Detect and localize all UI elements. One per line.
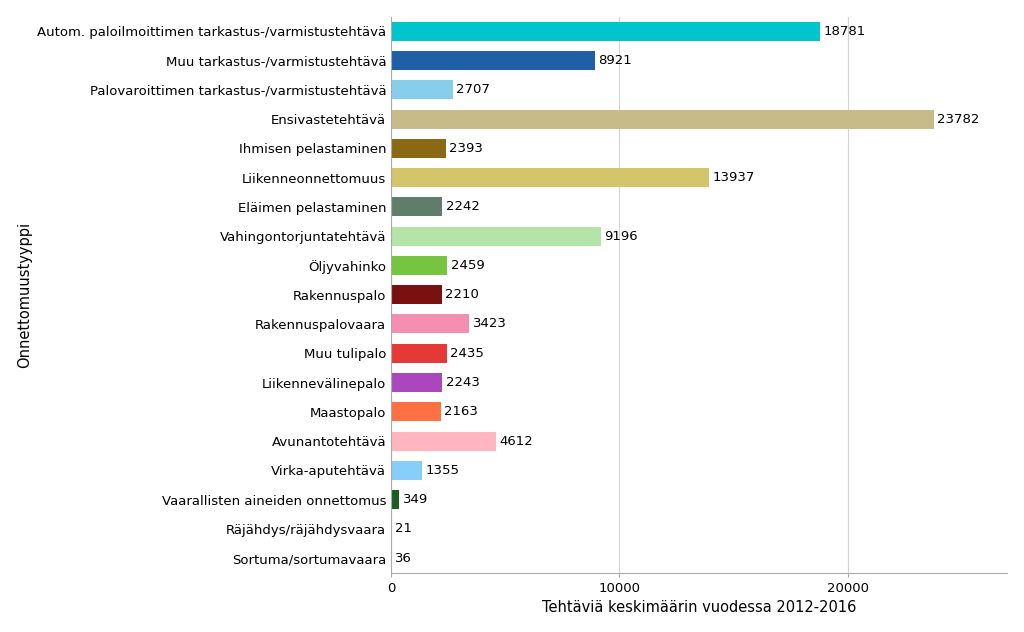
Bar xyxy=(391,461,422,480)
Bar xyxy=(391,285,441,304)
Text: 2243: 2243 xyxy=(445,376,479,389)
Bar xyxy=(391,197,442,216)
Bar xyxy=(391,80,453,99)
Bar xyxy=(391,256,447,275)
Text: 13937: 13937 xyxy=(713,171,755,184)
Text: 36: 36 xyxy=(395,552,413,564)
Bar xyxy=(391,402,440,422)
Text: 4612: 4612 xyxy=(500,435,534,447)
Y-axis label: Onnettomuustyyppi: Onnettomuustyyppi xyxy=(16,222,32,368)
Text: 23782: 23782 xyxy=(937,112,980,126)
Text: 2459: 2459 xyxy=(451,259,484,272)
Text: 2210: 2210 xyxy=(445,288,479,301)
Text: 9196: 9196 xyxy=(604,229,638,243)
Text: 2435: 2435 xyxy=(451,347,484,360)
Text: 2163: 2163 xyxy=(444,405,478,418)
Text: 2393: 2393 xyxy=(450,142,483,155)
Bar xyxy=(391,51,595,70)
Text: 8921: 8921 xyxy=(598,54,632,67)
Bar xyxy=(391,490,399,509)
Bar xyxy=(391,168,710,187)
Bar xyxy=(391,227,601,246)
Text: 18781: 18781 xyxy=(823,25,865,38)
Text: 2707: 2707 xyxy=(457,83,490,96)
Text: 3423: 3423 xyxy=(473,317,507,331)
Text: 349: 349 xyxy=(402,493,428,506)
Text: 21: 21 xyxy=(395,523,412,535)
Bar xyxy=(391,139,445,158)
Bar xyxy=(391,21,820,41)
X-axis label: Tehtäviä keskimäärin vuodessa 2012-2016: Tehtäviä keskimäärin vuodessa 2012-2016 xyxy=(542,600,856,616)
Text: 2242: 2242 xyxy=(445,200,479,214)
Bar xyxy=(391,109,934,129)
Bar xyxy=(391,432,497,451)
Text: 1355: 1355 xyxy=(426,464,460,477)
Bar xyxy=(391,315,469,334)
Bar xyxy=(391,373,442,392)
Bar xyxy=(391,344,446,363)
